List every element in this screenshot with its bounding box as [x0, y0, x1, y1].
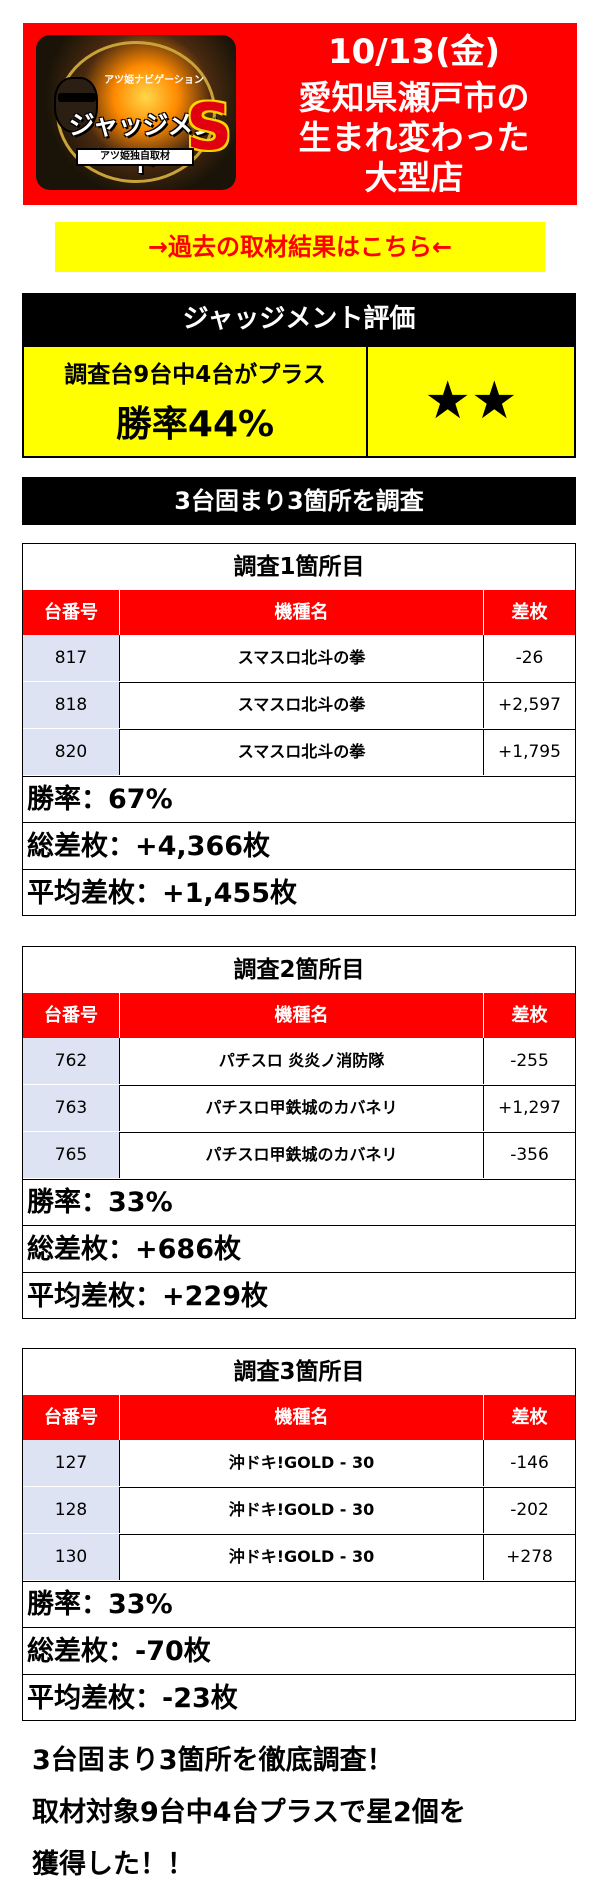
evaluation-win-rate: 勝率44% [115, 404, 275, 445]
machine-number: 818 [23, 682, 120, 728]
column-header-diff: 差枚 [484, 1395, 575, 1440]
average-diff-stat: 平均差枚：+229枚 [27, 1281, 268, 1312]
coin-diff: -202 [510, 1500, 549, 1520]
summary-line-3: 獲得した！！ [32, 1849, 194, 1880]
average-diff-stat: 平均差枚：+1,455枚 [27, 878, 298, 909]
machine-number: 762 [23, 1038, 120, 1084]
table-row: 763 パチスロ甲鉄城のカバネリ +1,297 [23, 1085, 575, 1133]
table-row: 818 スマスロ北斗の拳 +2,597 [23, 682, 575, 730]
table-row: 130 沖ドキ!GOLD - 30 +278 [23, 1534, 575, 1582]
store-line-1: 愛知県瀬戸市の [298, 78, 530, 117]
coin-diff: +1,795 [498, 742, 561, 762]
summary-line-2: 取材対象9台中4台プラスで星2個を [32, 1797, 466, 1828]
coin-diff: -146 [510, 1453, 549, 1473]
table-row: 817 スマスロ北斗の拳 -26 [23, 635, 575, 683]
win-rate-stat: 勝率：33% [23, 1179, 575, 1226]
machine-number: 130 [23, 1534, 120, 1580]
total-diff-stat: 総差枚：+4,366枚 [23, 823, 575, 870]
survey-title: 調査2箇所目 [23, 947, 575, 994]
machine-number: 820 [23, 729, 120, 775]
model-name: スマスロ北斗の拳 [120, 729, 484, 775]
total-diff-stat: 総差枚：+686枚 [23, 1226, 575, 1273]
evaluation-title: ジャッジメント評価 [22, 293, 576, 345]
model-name: 沖ドキ!GOLD - 30 [120, 1487, 484, 1533]
machine-number: 765 [23, 1132, 120, 1178]
column-header-diff: 差枚 [484, 993, 575, 1038]
machine-number: 127 [23, 1440, 120, 1486]
evaluation-summary: 調査台9台中4台がプラス [64, 362, 326, 388]
evaluation-summary-box: 調査台9台中4台がプラス 勝率44% [22, 345, 368, 458]
column-header-model: 機種名 [120, 1395, 484, 1440]
column-header-machine-number: 台番号 [23, 1395, 120, 1440]
column-header-machine-number: 台番号 [23, 993, 120, 1038]
model-name: パチスロ甲鉄城のカバネリ [120, 1132, 484, 1178]
logo-sunglasses [58, 93, 96, 102]
model-name: 沖ドキ!GOLD - 30 [120, 1534, 484, 1580]
logo-top-text: アツ姫ナビゲーション [104, 75, 204, 86]
model-name: パチスロ 炎炎ノ消防隊 [120, 1038, 484, 1084]
survey-heading: 3台固まり3箇所を調査 [22, 477, 576, 525]
table-row: 762 パチスロ 炎炎ノ消防隊 -255 [23, 1038, 575, 1086]
evaluation-stars-box: ★★ [368, 345, 576, 458]
model-name: スマスロ北斗の拳 [120, 635, 484, 681]
machine-number: 128 [23, 1487, 120, 1533]
coin-diff: +278 [506, 1547, 553, 1567]
win-rate-stat: 勝率：67% [23, 776, 575, 823]
coin-diff: -356 [510, 1145, 549, 1165]
average-diff-stat: 平均差枚：-23枚 [27, 1683, 238, 1714]
win-rate-stat: 勝率：33% [23, 1581, 575, 1628]
coin-diff: +1,297 [498, 1098, 561, 1118]
coin-diff: -26 [515, 648, 544, 668]
survey-table-3: 調査3箇所目 台番号 機種名 差枚 127 沖ドキ!GOLD - 30 -146… [22, 1348, 576, 1721]
column-header-model: 機種名 [120, 590, 484, 635]
column-header-model: 機種名 [120, 993, 484, 1038]
judgement-logo: アツ姫ナビゲーション ジャッジメント S アツ姫独自取材 [36, 35, 236, 190]
table-row: 127 沖ドキ!GOLD - 30 -146 [23, 1440, 575, 1488]
survey-table-2: 調査2箇所目 台番号 機種名 差枚 762 パチスロ 炎炎ノ消防隊 -255 7… [22, 946, 576, 1319]
store-line-3: 大型店 [364, 158, 464, 197]
machine-number: 817 [23, 635, 120, 681]
table-row: 765 パチスロ甲鉄城のカバネリ -356 [23, 1132, 575, 1180]
model-name: スマスロ北斗の拳 [120, 682, 484, 728]
logo-character [54, 77, 98, 133]
survey-table-1: 調査1箇所目 台番号 機種名 差枚 817 スマスロ北斗の拳 -26 818 ス… [22, 543, 576, 916]
star-rating: ★★ [424, 371, 518, 431]
coin-diff: -255 [510, 1051, 549, 1071]
model-name: 沖ドキ!GOLD - 30 [120, 1440, 484, 1486]
survey-title: 調査1箇所目 [23, 544, 575, 591]
store-line-2: 生まれ変わった [298, 118, 530, 157]
table-row: 820 スマスロ北斗の拳 +1,795 [23, 729, 575, 777]
table-row: 128 沖ドキ!GOLD - 30 -202 [23, 1487, 575, 1535]
survey-title: 調査3箇所目 [23, 1349, 575, 1396]
column-header-diff: 差枚 [484, 590, 575, 635]
total-diff-stat: 総差枚：-70枚 [23, 1628, 575, 1675]
column-header-machine-number: 台番号 [23, 590, 120, 635]
past-results-link[interactable]: →過去の取材結果はこちら← [55, 222, 545, 272]
header-banner: アツ姫ナビゲーション ジャッジメント S アツ姫独自取材 10/13(金) 愛知… [23, 23, 577, 205]
coin-diff: +2,597 [498, 695, 561, 715]
summary-line-1: 3台固まり3箇所を徹底調査！ [32, 1745, 394, 1776]
machine-number: 763 [23, 1085, 120, 1131]
model-name: パチスロ甲鉄城のカバネリ [120, 1085, 484, 1131]
logo-bar-text: アツ姫独自取材 [76, 148, 194, 166]
report-date: 10/13(金) [327, 32, 501, 72]
